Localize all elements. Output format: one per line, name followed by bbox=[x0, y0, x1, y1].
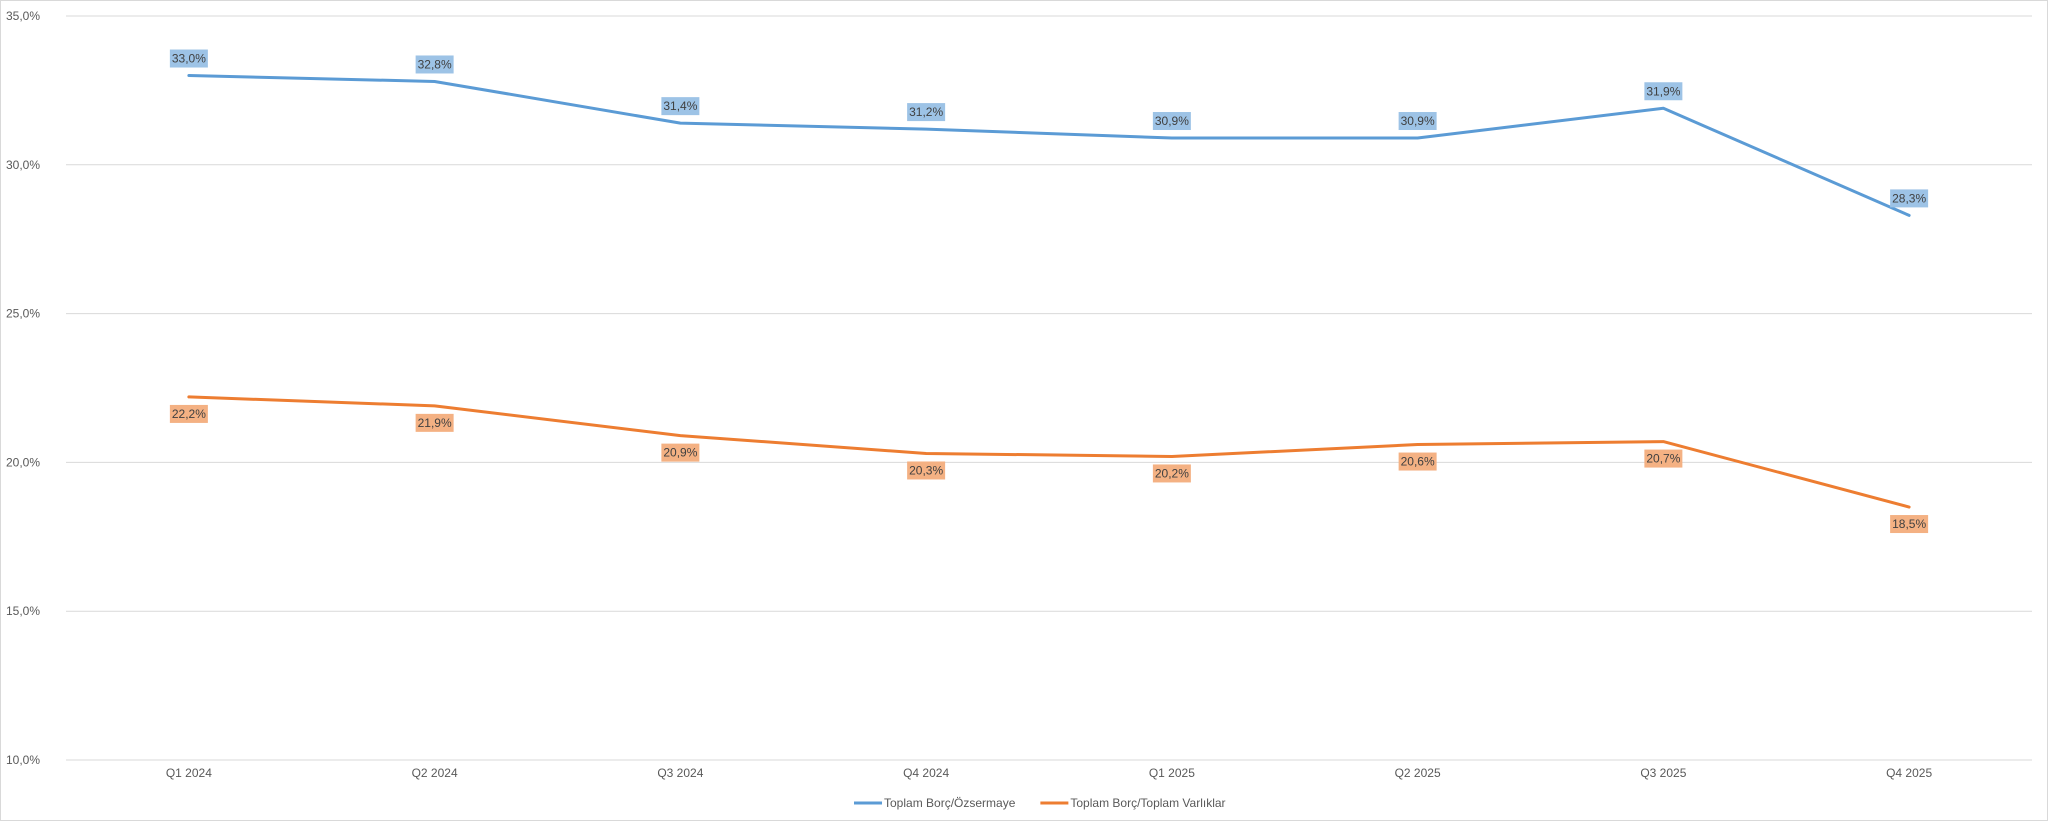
data-label-bg bbox=[169, 404, 208, 423]
data-label: 31,9% bbox=[1646, 84, 1680, 98]
data-label: 33,0% bbox=[172, 52, 206, 66]
data-label-bg bbox=[1152, 464, 1191, 483]
x-tick-label: Q1 2025 bbox=[1149, 766, 1195, 780]
legend-label-1: Toplam Borç/Özsermaye bbox=[884, 796, 1016, 810]
x-tick-label: Q1 2024 bbox=[166, 766, 212, 780]
data-label-bg bbox=[1890, 515, 1929, 534]
data-label: 28,3% bbox=[1892, 191, 1926, 205]
data-label: 20,2% bbox=[1155, 466, 1189, 480]
data-label: 22,2% bbox=[172, 407, 206, 421]
x-tick-label: Q2 2025 bbox=[1395, 766, 1441, 780]
data-label-bg bbox=[169, 49, 208, 68]
y-tick-label: 20,0% bbox=[6, 455, 40, 469]
y-tick-label: 25,0% bbox=[6, 307, 40, 321]
data-label: 20,6% bbox=[1401, 455, 1435, 469]
data-label: 20,7% bbox=[1646, 452, 1680, 466]
data-label-bg bbox=[1890, 189, 1929, 208]
data-label-bg bbox=[1398, 112, 1437, 131]
data-label: 32,8% bbox=[418, 57, 452, 71]
data-label: 20,9% bbox=[663, 446, 697, 460]
data-label: 31,4% bbox=[663, 99, 697, 113]
x-tick-label: Q4 2024 bbox=[903, 766, 949, 780]
data-label: 18,5% bbox=[1892, 517, 1926, 531]
y-tick-label: 15,0% bbox=[6, 604, 40, 618]
y-tick-label: 35,0% bbox=[6, 9, 40, 23]
data-label: 20,3% bbox=[909, 463, 943, 477]
data-label-bg bbox=[1398, 452, 1437, 471]
data-label: 31,2% bbox=[909, 105, 943, 119]
data-label-bg bbox=[1644, 449, 1683, 468]
data-label-bg bbox=[415, 413, 454, 432]
data-label-bg bbox=[661, 97, 700, 116]
data-label: 30,9% bbox=[1155, 114, 1189, 128]
x-tick-label: Q3 2025 bbox=[1640, 766, 1686, 780]
data-label-bg bbox=[907, 461, 946, 480]
series-line-2 bbox=[187, 395, 1911, 509]
y-tick-label: 30,0% bbox=[6, 158, 40, 172]
data-label-bg bbox=[907, 103, 946, 122]
x-tick-label: Q4 2025 bbox=[1886, 766, 1932, 780]
data-label: 30,9% bbox=[1401, 114, 1435, 128]
x-tick-label: Q2 2024 bbox=[412, 766, 458, 780]
data-label-bg bbox=[661, 443, 700, 462]
legend-label-2: Toplam Borç/Toplam Varlıklar bbox=[1070, 796, 1225, 810]
data-label: 21,9% bbox=[418, 416, 452, 430]
data-label-bg bbox=[415, 55, 454, 74]
y-tick-label: 10,0% bbox=[6, 753, 40, 767]
x-tick-label: Q3 2024 bbox=[657, 766, 703, 780]
series-line-1 bbox=[187, 74, 1911, 217]
data-label-bg bbox=[1644, 82, 1683, 101]
data-label-bg bbox=[1152, 112, 1191, 131]
